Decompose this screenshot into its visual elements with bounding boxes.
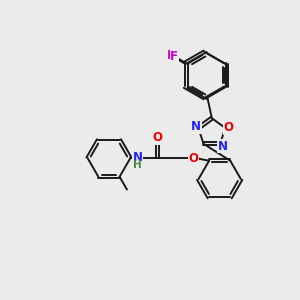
- Text: F: F: [170, 50, 178, 63]
- Text: F: F: [167, 49, 175, 62]
- Text: O: O: [152, 131, 162, 144]
- Text: N: N: [133, 151, 142, 164]
- Text: N: N: [218, 140, 227, 153]
- Text: O: O: [189, 152, 199, 165]
- Text: N: N: [191, 120, 201, 133]
- Text: H: H: [133, 160, 142, 170]
- Text: O: O: [224, 122, 234, 134]
